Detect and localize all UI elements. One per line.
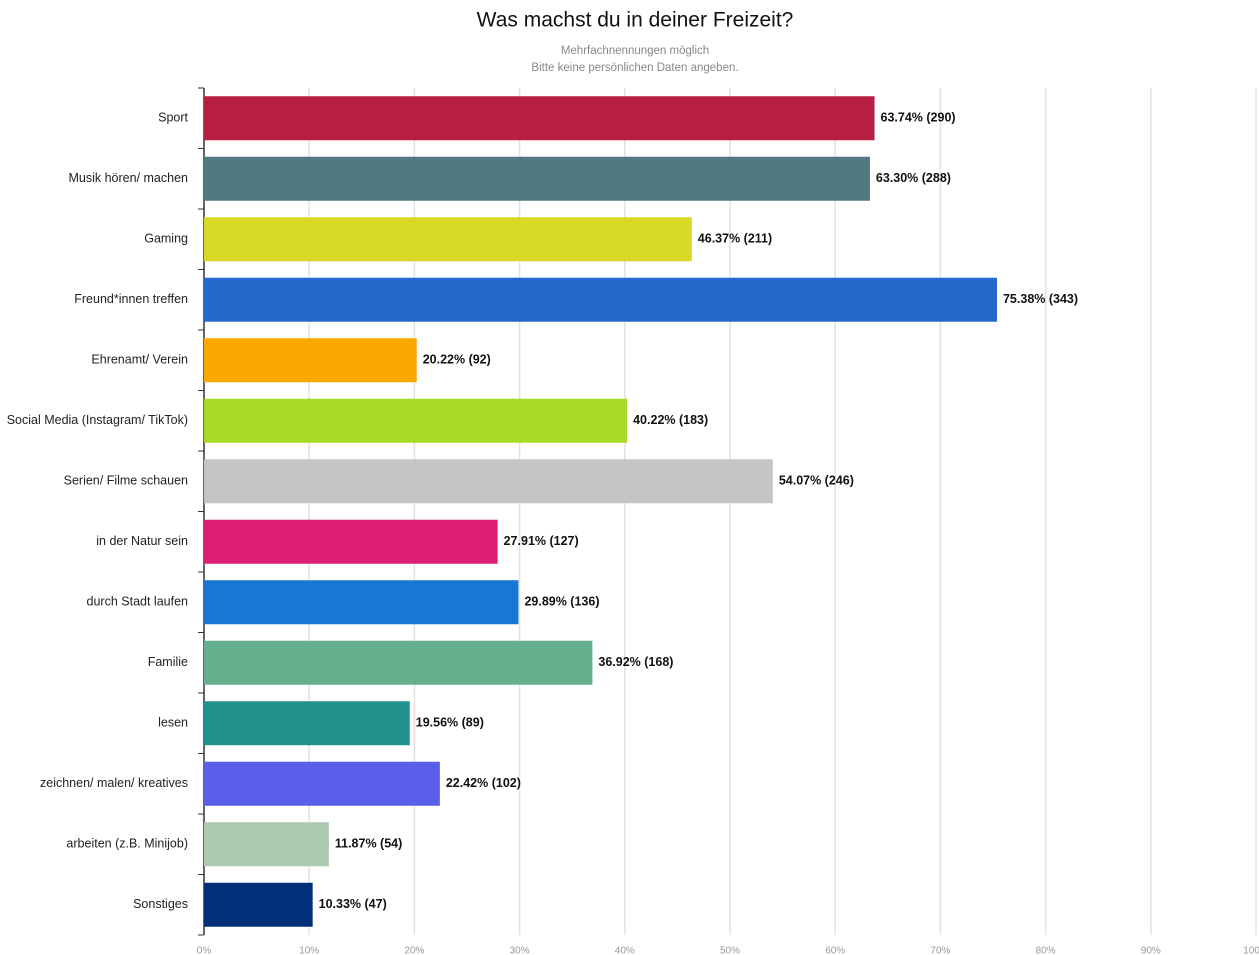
value-label: 19.56% (89) (416, 716, 484, 730)
bar (204, 701, 410, 746)
bar (204, 338, 417, 383)
value-label: 63.74% (290) (881, 111, 956, 125)
bar (204, 96, 875, 141)
x-tick-label: 100% (1243, 946, 1259, 955)
x-tick-label: 30% (510, 946, 530, 955)
y-tick-label: Social Media (Instagram/ TikTok) (7, 413, 188, 427)
bar (204, 398, 628, 443)
value-label: 36.92% (168) (598, 655, 673, 669)
y-tick-label: Serien/ Filme schauen (64, 474, 188, 488)
bar (204, 156, 870, 201)
bar (204, 217, 692, 262)
value-label: 29.89% (136) (524, 595, 599, 609)
value-label: 63.30% (288) (876, 171, 951, 185)
x-tick-label: 0% (197, 946, 212, 955)
bar (204, 882, 313, 927)
value-label: 40.22% (183) (633, 413, 708, 427)
y-tick-label: Sport (158, 111, 188, 125)
bar (204, 640, 593, 685)
y-tick-label: durch Stadt laufen (87, 595, 189, 609)
x-tick-label: 60% (825, 946, 845, 955)
y-tick-label: Ehrenamt/ Verein (91, 353, 188, 367)
y-tick-label: Gaming (144, 232, 188, 246)
x-tick-label: 80% (1036, 946, 1056, 955)
x-tick-label: 50% (720, 946, 740, 955)
value-label: 22.42% (102) (446, 776, 521, 790)
value-label: 11.87% (54) (335, 837, 402, 851)
bar (204, 277, 997, 322)
subtitle: Mehrfachnennungen möglich (561, 45, 709, 57)
y-tick-label: Sonstiges (133, 897, 188, 911)
value-label: 75.38% (343) (1003, 292, 1078, 306)
x-tick-label: 40% (615, 946, 635, 955)
value-label: 54.07% (246) (779, 474, 854, 488)
x-tick-label: 70% (930, 946, 950, 955)
y-tick-label: lesen (158, 716, 188, 730)
x-tick-label: 90% (1141, 946, 1161, 955)
value-label: 20.22% (92) (423, 353, 491, 367)
subtitle: Bitte keine persönlichen Daten angeben. (531, 62, 738, 74)
y-tick-label: Musik hören/ machen (68, 171, 188, 185)
bar (204, 519, 498, 564)
y-tick-label: arbeiten (z.B. Minijob) (66, 837, 188, 851)
bar (204, 580, 519, 625)
y-tick-label: Familie (148, 655, 188, 669)
x-tick-label: 20% (404, 946, 424, 955)
value-label: 10.33% (47) (319, 897, 387, 911)
y-tick-label: Freund*innen treffen (74, 292, 188, 306)
bar (204, 761, 440, 806)
bar (204, 459, 773, 504)
chart-title: Was machst du in deiner Freizeit? (477, 9, 794, 32)
y-tick-label: zeichnen/ malen/ kreatives (40, 776, 188, 790)
bar (204, 822, 329, 867)
y-tick-label: in der Natur sein (96, 534, 188, 548)
value-label: 27.91% (127) (504, 534, 579, 548)
x-tick-label: 10% (299, 946, 319, 955)
value-label: 46.37% (211) (698, 232, 772, 246)
